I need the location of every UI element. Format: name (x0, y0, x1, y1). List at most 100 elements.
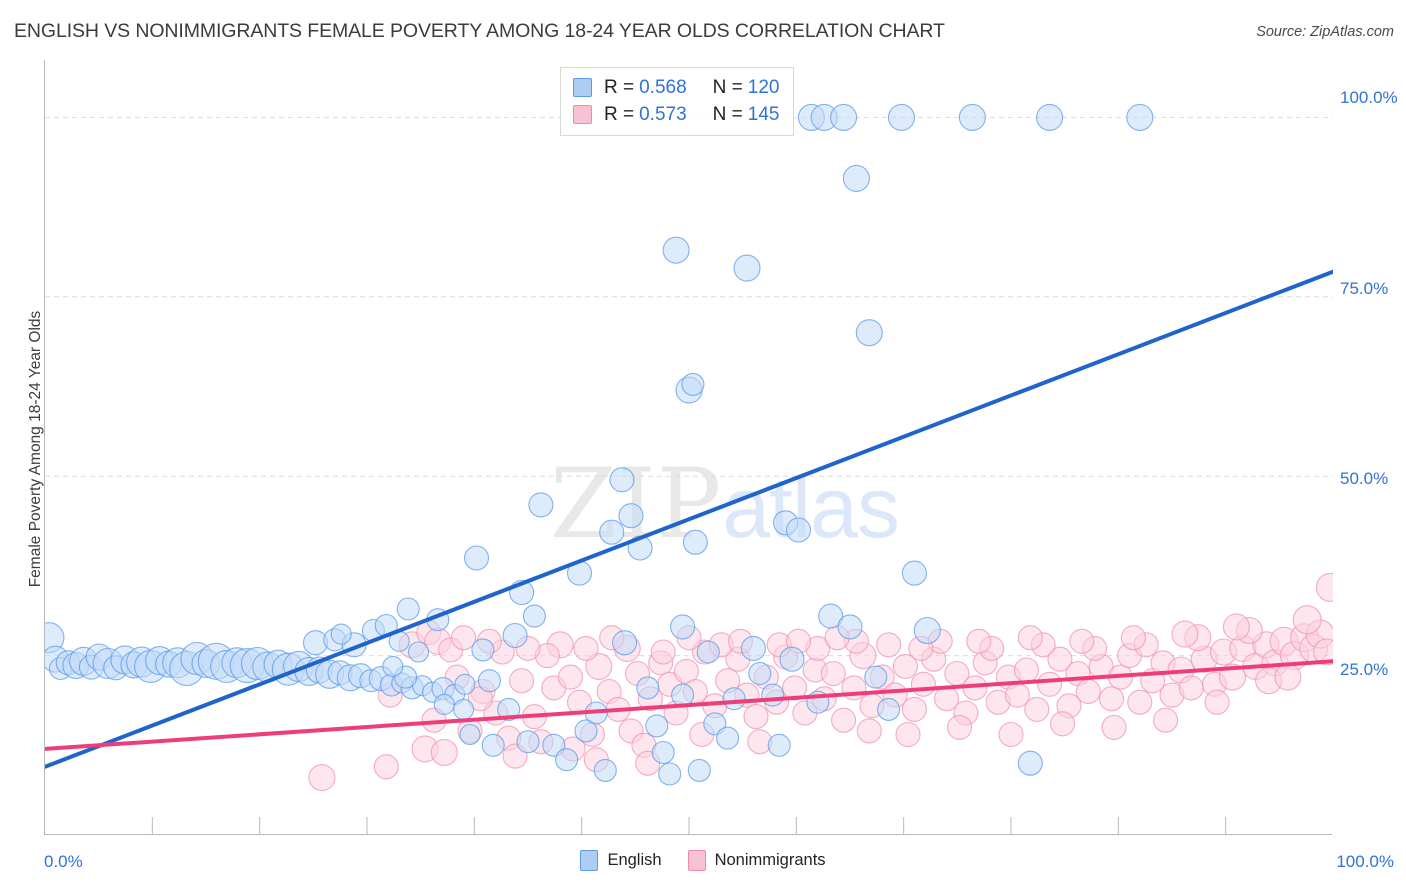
data-point (636, 676, 660, 700)
data-point (670, 614, 696, 640)
data-point (966, 628, 992, 654)
data-point (1069, 628, 1095, 654)
data-point (1017, 750, 1043, 776)
data-point (1153, 707, 1179, 733)
nonimmigrants-r-value: 0.573 (639, 103, 687, 125)
plot-area: ZIPatlas (44, 60, 1333, 835)
data-point (887, 103, 916, 131)
data-point (740, 635, 766, 661)
data-point (830, 103, 858, 131)
data-point (733, 254, 761, 282)
data-point (330, 623, 352, 645)
data-point (502, 622, 528, 649)
data-point (876, 632, 902, 658)
data-point (1126, 103, 1154, 131)
data-point (818, 603, 844, 629)
data-point (682, 529, 708, 555)
data-point (618, 503, 644, 529)
trendline-nonimmigrants (45, 659, 1333, 751)
nonimmigrants-n-value: 145 (747, 103, 780, 125)
data-point (1127, 689, 1153, 715)
data-point (910, 671, 936, 697)
data-point (497, 697, 521, 721)
data-point (1274, 663, 1302, 691)
data-point (855, 319, 883, 347)
data-point (681, 372, 705, 396)
data-point (407, 641, 430, 663)
nonimmigrants-n-label: N = (712, 103, 743, 125)
stats-row-english: R = 0.568 N = 120 (573, 74, 779, 101)
data-point (454, 673, 476, 695)
data-point (998, 721, 1024, 748)
trendline-english (45, 269, 1333, 769)
data-point (430, 738, 458, 767)
legend-item-english[interactable]: English (580, 850, 662, 871)
data-point (463, 545, 490, 571)
nonimmigrants-r-label: R = (604, 103, 635, 125)
y-tick-label-100: 100.0% (1340, 88, 1398, 107)
data-point (842, 164, 870, 192)
data-point (837, 614, 863, 640)
data-point (373, 754, 399, 780)
data-point (609, 467, 635, 493)
data-point (1315, 572, 1333, 602)
data-point (767, 733, 791, 757)
data-point (671, 683, 695, 707)
data-point (585, 652, 613, 680)
data-point (1049, 711, 1076, 737)
data-point (451, 625, 477, 651)
data-point (913, 616, 941, 645)
data-point (651, 740, 675, 765)
y-tick-label-25: 25.0% (1340, 660, 1389, 679)
english-legend-swatch-icon (580, 850, 599, 871)
english-n-value: 120 (747, 76, 780, 98)
data-point (1178, 675, 1204, 701)
data-point (471, 638, 495, 662)
y-axis-title: Female Poverty Among 18-24 Year Olds (27, 310, 44, 588)
data-point (555, 748, 579, 772)
english-r-value: 0.568 (639, 76, 687, 98)
english-legend-label: English (607, 851, 662, 869)
data-point (382, 655, 404, 677)
data-point (1013, 657, 1040, 683)
data-point (785, 517, 812, 543)
data-point (958, 103, 986, 131)
nonimmigrants-swatch-icon (573, 105, 592, 124)
data-point (557, 664, 584, 690)
data-point (820, 660, 846, 687)
data-point (574, 719, 598, 743)
data-point (1292, 605, 1322, 635)
data-point (433, 693, 455, 715)
data-point (1037, 671, 1063, 697)
data-point (593, 758, 617, 782)
data-point (1171, 620, 1199, 648)
english-n-label: N = (712, 76, 743, 98)
data-point (1204, 689, 1230, 715)
english-r-label: R = (604, 76, 635, 98)
data-point (1218, 663, 1247, 691)
data-point (573, 635, 599, 661)
data-point (864, 665, 888, 689)
data-point (650, 639, 676, 665)
x-tick-label-min: 0.0% (44, 852, 83, 871)
data-point (696, 640, 720, 664)
page-title: ENGLISH VS NONIMMIGRANTS FEMALE POVERTY … (14, 20, 945, 42)
source-label: Source: ZipAtlas.com (1256, 24, 1394, 40)
data-point (481, 733, 505, 757)
stats-row-nonimmigrants: R = 0.573 N = 145 (573, 101, 779, 128)
series-legend: English Nonimmigrants (0, 850, 1406, 871)
data-point (662, 236, 690, 264)
data-point (477, 669, 501, 693)
data-point (877, 697, 901, 721)
data-point (892, 653, 918, 679)
legend-item-nonimmigrants[interactable]: Nonimmigrants (687, 850, 826, 871)
data-point (459, 723, 481, 746)
data-point (612, 630, 638, 656)
data-point (1101, 714, 1127, 740)
data-point (645, 714, 669, 738)
scatter-svg (45, 103, 1333, 835)
data-point (716, 726, 740, 750)
data-point (308, 764, 336, 792)
data-point (901, 560, 927, 586)
data-point (687, 758, 711, 782)
